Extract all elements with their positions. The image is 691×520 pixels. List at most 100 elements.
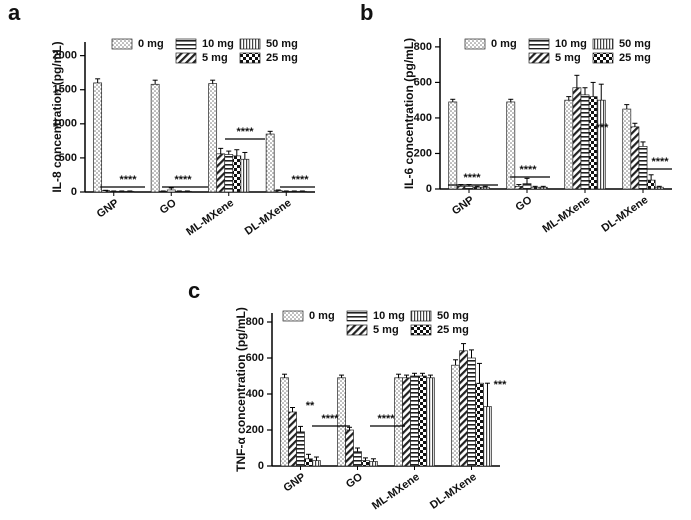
x-tick-label: DL-MXene [599, 194, 650, 235]
bar [296, 431, 305, 467]
bar [208, 83, 218, 193]
significance-label: **** [651, 156, 669, 168]
bar [394, 377, 403, 467]
y-tick-label: 200 [246, 424, 264, 436]
panel-label: c [188, 278, 200, 303]
legend-label: 0 mg [491, 38, 517, 50]
legend-swatch [528, 52, 550, 64]
bar [506, 101, 516, 190]
bar [588, 96, 598, 190]
y-tick-label: 800 [246, 316, 264, 328]
y-tick-label: 600 [246, 352, 264, 364]
bar [451, 364, 460, 467]
legend-label: 25 mg [619, 52, 651, 64]
y-axis-label: IL-6 concentration (pg/mL) [402, 38, 416, 189]
x-tick-label: GNP [450, 194, 476, 218]
legend-swatch [239, 38, 261, 50]
legend-swatch [175, 52, 197, 64]
bar [426, 377, 435, 467]
x-tick-label: GNP [95, 197, 121, 221]
bar [304, 458, 313, 467]
legend-swatch [239, 52, 261, 64]
bar [93, 82, 103, 193]
legend-swatch [111, 38, 133, 50]
bar [150, 83, 160, 193]
bar [280, 377, 289, 467]
legend-label: 5 mg [202, 52, 228, 64]
legend-swatch [346, 324, 368, 336]
y-tick-label: 1500 [53, 84, 77, 96]
bar [654, 186, 664, 190]
legend-label: 10 mg [555, 38, 587, 50]
x-tick-label: DL-MXene [428, 471, 479, 512]
legend-label: 0 mg [138, 38, 164, 50]
bar [166, 189, 176, 193]
bar [353, 451, 362, 467]
legend-swatch [175, 38, 197, 50]
legend-label: 50 mg [266, 38, 298, 50]
bar [475, 382, 484, 467]
legend-swatch [410, 324, 432, 336]
bar [456, 185, 466, 190]
bar [273, 190, 283, 193]
bar [530, 186, 540, 190]
bar [101, 190, 111, 193]
bar [224, 154, 234, 193]
x-tick-label: GO [158, 197, 179, 217]
legend-label: 25 mg [266, 52, 298, 64]
significance-label: *** [494, 379, 508, 391]
legend-label: 10 mg [202, 38, 234, 50]
bar [312, 460, 321, 467]
legend-swatch [410, 310, 432, 322]
legend-swatch [346, 310, 368, 322]
bar [418, 375, 427, 467]
legend-label: 0 mg [309, 310, 335, 322]
bar [564, 99, 574, 190]
bar [538, 186, 548, 190]
y-tick-label: 800 [414, 41, 432, 53]
bar [361, 460, 370, 467]
significance-label: **** [119, 174, 137, 186]
legend-label: 5 mg [373, 324, 399, 336]
bar [345, 429, 354, 467]
y-axis-label: IL-8 concentration (pg/mL) [50, 41, 64, 192]
legend-label: 50 mg [619, 38, 651, 50]
significance-label: **** [519, 164, 537, 176]
bar [402, 377, 411, 467]
bar [467, 357, 476, 467]
x-tick-label: ML-MXene [370, 471, 422, 512]
x-tick-label: ML-MXene [540, 194, 592, 235]
bar [638, 146, 648, 190]
legend-swatch [282, 310, 304, 322]
bar [480, 186, 490, 190]
significance-label: **** [321, 413, 339, 425]
x-tick-label: ML-MXene [184, 197, 236, 238]
significance-label: **** [174, 174, 192, 186]
bar [464, 185, 474, 190]
bar [522, 183, 532, 190]
bar [240, 158, 250, 193]
legend-label: 50 mg [437, 310, 469, 322]
significance-label: *** [596, 122, 610, 134]
y-tick-label: 2000 [53, 50, 77, 62]
bar [596, 99, 606, 190]
bar [514, 185, 524, 190]
bar [232, 155, 242, 193]
significance-label: **** [463, 172, 481, 184]
y-axis-label: TNF-α concentration (pg/mL) [234, 307, 248, 472]
significance-label: ** [306, 400, 315, 412]
bar [448, 101, 458, 190]
legend-label: 25 mg [437, 324, 469, 336]
bar [472, 186, 482, 190]
x-tick-label: DL-MXene [243, 197, 294, 238]
bar [572, 87, 582, 190]
bar [483, 406, 492, 467]
y-tick-label: 600 [414, 76, 432, 88]
significance-label: **** [291, 174, 309, 186]
bar [410, 375, 419, 467]
bar [216, 153, 226, 193]
y-tick-label: 1000 [53, 118, 77, 130]
significance-label: **** [236, 126, 254, 138]
x-tick-label: GO [513, 194, 534, 214]
